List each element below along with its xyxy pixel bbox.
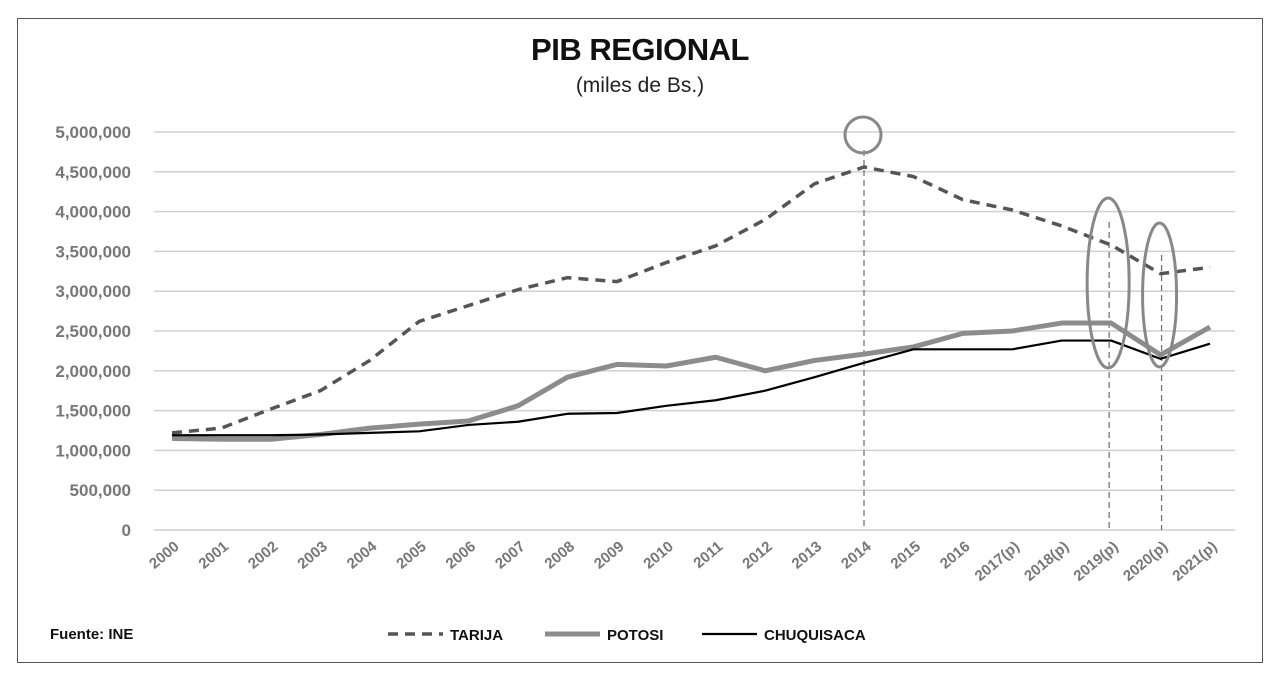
y-tick-label: 2,000,000 [55, 362, 131, 381]
y-tick-label: 1,500,000 [55, 402, 131, 421]
y-tick-label: 5,000,000 [55, 123, 131, 142]
y-tick-label: 0 [122, 521, 131, 540]
x-tick-label: 2006 [443, 538, 479, 572]
y-tick-label: 4,000,000 [55, 203, 131, 222]
annotation-ellipse [1141, 221, 1179, 369]
y-tick-label: 3,000,000 [55, 282, 131, 301]
source-note: Fuente: INE [50, 626, 134, 643]
x-tick-label: 2008 [542, 538, 578, 572]
series-line-tarija [171, 165, 1211, 435]
y-tick-label: 500,000 [70, 481, 131, 500]
x-tick-label: 2011 [690, 538, 726, 572]
chart-frame [17, 18, 1263, 663]
y-tick-label: 4,500,000 [55, 163, 131, 182]
y-tick-label: 2,500,000 [55, 322, 131, 341]
chart-subtitle: (miles de Bs.) [575, 74, 705, 97]
x-tick-label: 2013 [789, 538, 825, 572]
x-tick-label: 2020(p) [1120, 538, 1171, 585]
annotation-circle [843, 115, 883, 155]
x-tick-label: 2021(p) [1169, 538, 1220, 585]
y-tick-label: 1,000,000 [55, 441, 131, 460]
x-tick-label: 2015 [888, 538, 924, 572]
legend-label: POTOSI [607, 627, 663, 644]
chart-title: PIB REGIONAL [531, 32, 749, 67]
x-tick-label: 2004 [344, 538, 381, 573]
x-tick-label: 2012 [739, 538, 775, 572]
annotation-ellipse [1085, 196, 1131, 370]
x-tick-label: 2003 [294, 538, 330, 572]
y-tick-label: 3,500,000 [55, 242, 131, 261]
x-tick-label: 2018(p) [1021, 538, 1072, 585]
x-tick-label: 2007 [492, 538, 528, 572]
x-tick-label: 2005 [393, 538, 429, 572]
x-tick-label: 2014 [838, 538, 875, 573]
x-tick-label: 2000 [146, 538, 182, 572]
x-tick-label: 2010 [640, 538, 676, 572]
x-tick-label: 2017(p) [972, 538, 1023, 585]
x-tick-label: 2001 [196, 538, 232, 572]
x-tick-label: 2016 [937, 538, 973, 572]
x-tick-label: 2009 [591, 538, 627, 572]
series-line-chuquisaca [172, 339, 1211, 437]
legend-label: CHUQUISACA [764, 627, 866, 644]
x-tick-label: 2019(p) [1071, 538, 1122, 585]
legend-label: TARIJA [450, 627, 503, 644]
series-line-potosi [171, 320, 1212, 442]
x-tick-label: 2002 [245, 538, 281, 572]
